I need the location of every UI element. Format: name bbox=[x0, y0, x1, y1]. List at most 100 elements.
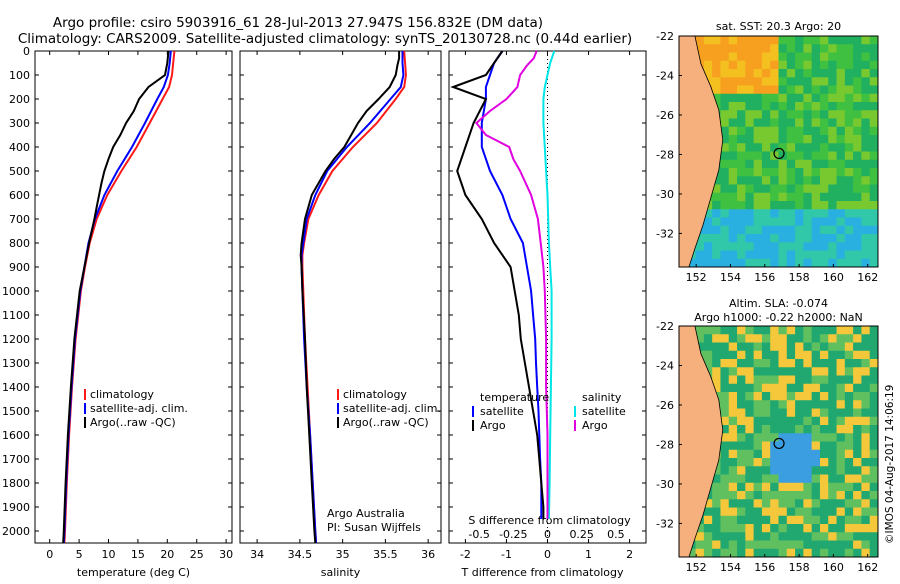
map-cell bbox=[753, 532, 763, 541]
map-cell bbox=[844, 184, 854, 194]
map-cell bbox=[861, 458, 871, 467]
map-cell bbox=[869, 359, 879, 368]
map-cell bbox=[803, 168, 813, 177]
map-cell bbox=[728, 383, 738, 393]
map-cell bbox=[844, 209, 854, 218]
map-cell bbox=[795, 151, 804, 161]
map-cell bbox=[753, 168, 763, 177]
map-cell bbox=[811, 110, 821, 119]
map-cell bbox=[712, 507, 721, 517]
map-cell bbox=[728, 151, 738, 161]
map-cell bbox=[853, 168, 862, 177]
map-cell bbox=[753, 441, 763, 451]
map-cell bbox=[828, 342, 838, 352]
map-cell bbox=[861, 375, 871, 385]
x-tick-label: 35 bbox=[336, 548, 350, 561]
map-cell bbox=[844, 342, 854, 352]
map-cell bbox=[819, 367, 829, 376]
lat-tick-label: -30 bbox=[656, 188, 674, 201]
map-cell bbox=[828, 118, 838, 128]
map-cell bbox=[795, 507, 804, 517]
map-cell bbox=[828, 135, 838, 144]
map-cell bbox=[828, 44, 838, 53]
map-cell bbox=[720, 515, 730, 525]
map-cell bbox=[844, 110, 854, 119]
map-cell bbox=[869, 60, 879, 70]
map-cell bbox=[795, 44, 804, 53]
map-cell bbox=[795, 85, 804, 95]
map-cell bbox=[853, 258, 862, 268]
map-cell bbox=[753, 458, 763, 467]
map-cell bbox=[728, 176, 738, 185]
map-cell bbox=[720, 126, 730, 136]
map-cell bbox=[811, 60, 821, 70]
map-cell bbox=[844, 176, 854, 185]
map-cell bbox=[869, 350, 879, 360]
map-cell bbox=[786, 466, 796, 475]
map-cell bbox=[761, 334, 771, 343]
map-cell bbox=[761, 118, 771, 128]
map-cell bbox=[786, 449, 796, 459]
map-cell bbox=[737, 151, 746, 161]
map-cell bbox=[728, 375, 738, 385]
map-cell bbox=[770, 548, 779, 558]
map-cell bbox=[786, 342, 796, 352]
s-tick-label: 0.25 bbox=[569, 528, 594, 541]
depth-tick-label: 500 bbox=[9, 165, 30, 178]
depth-tick-label: 1600 bbox=[2, 429, 30, 442]
map-cell bbox=[861, 524, 871, 533]
map-cell bbox=[778, 458, 788, 467]
map-cell bbox=[720, 441, 730, 451]
map-cell bbox=[853, 93, 862, 103]
map-cell bbox=[836, 60, 846, 70]
map-cell bbox=[811, 135, 821, 144]
map-cell bbox=[778, 425, 788, 434]
map-cell bbox=[770, 159, 779, 169]
map-cell bbox=[737, 176, 746, 185]
map-cell bbox=[803, 225, 813, 235]
map-cell bbox=[811, 408, 821, 418]
map-cell bbox=[753, 151, 763, 161]
depth-tick-label: 300 bbox=[9, 117, 30, 130]
map-cell bbox=[703, 350, 713, 360]
map-cell bbox=[853, 77, 862, 86]
map-cell bbox=[737, 326, 746, 335]
map-cell bbox=[745, 342, 755, 352]
map-cell bbox=[786, 93, 796, 103]
map-cell bbox=[803, 425, 813, 434]
map-cell bbox=[853, 474, 862, 484]
map-cell bbox=[795, 176, 804, 185]
map-cell bbox=[795, 441, 804, 451]
map-cell bbox=[836, 449, 846, 459]
map-cell bbox=[761, 159, 771, 169]
map-cell bbox=[728, 110, 738, 119]
map-cell bbox=[811, 532, 821, 541]
map-cell bbox=[795, 367, 804, 376]
map-cell bbox=[869, 201, 879, 210]
map-cell bbox=[770, 392, 779, 401]
map-cell bbox=[737, 449, 746, 459]
s-tick-label: 0 bbox=[544, 528, 551, 541]
depth-tick-label: 2000 bbox=[2, 525, 30, 538]
legend-label: satellite bbox=[480, 405, 524, 418]
map-cell bbox=[761, 176, 771, 185]
map-cell bbox=[745, 367, 755, 376]
map-cell bbox=[778, 433, 788, 442]
map-cell bbox=[770, 540, 779, 550]
map-cell bbox=[761, 359, 771, 368]
map-cell bbox=[869, 168, 879, 177]
map-cell bbox=[737, 102, 746, 111]
map-cell bbox=[828, 392, 838, 401]
map-cell bbox=[836, 474, 846, 484]
map-cell bbox=[761, 375, 771, 385]
map-cell bbox=[728, 482, 738, 492]
map-cell bbox=[828, 60, 838, 70]
map-cell bbox=[770, 375, 779, 385]
map-cell bbox=[720, 400, 730, 409]
map-cell bbox=[737, 110, 746, 119]
map-cell bbox=[745, 540, 755, 550]
legend-label: Argo(..raw -QC) bbox=[90, 416, 176, 429]
map-cell bbox=[811, 176, 821, 185]
map-cell bbox=[844, 60, 854, 70]
map-cell bbox=[786, 118, 796, 128]
